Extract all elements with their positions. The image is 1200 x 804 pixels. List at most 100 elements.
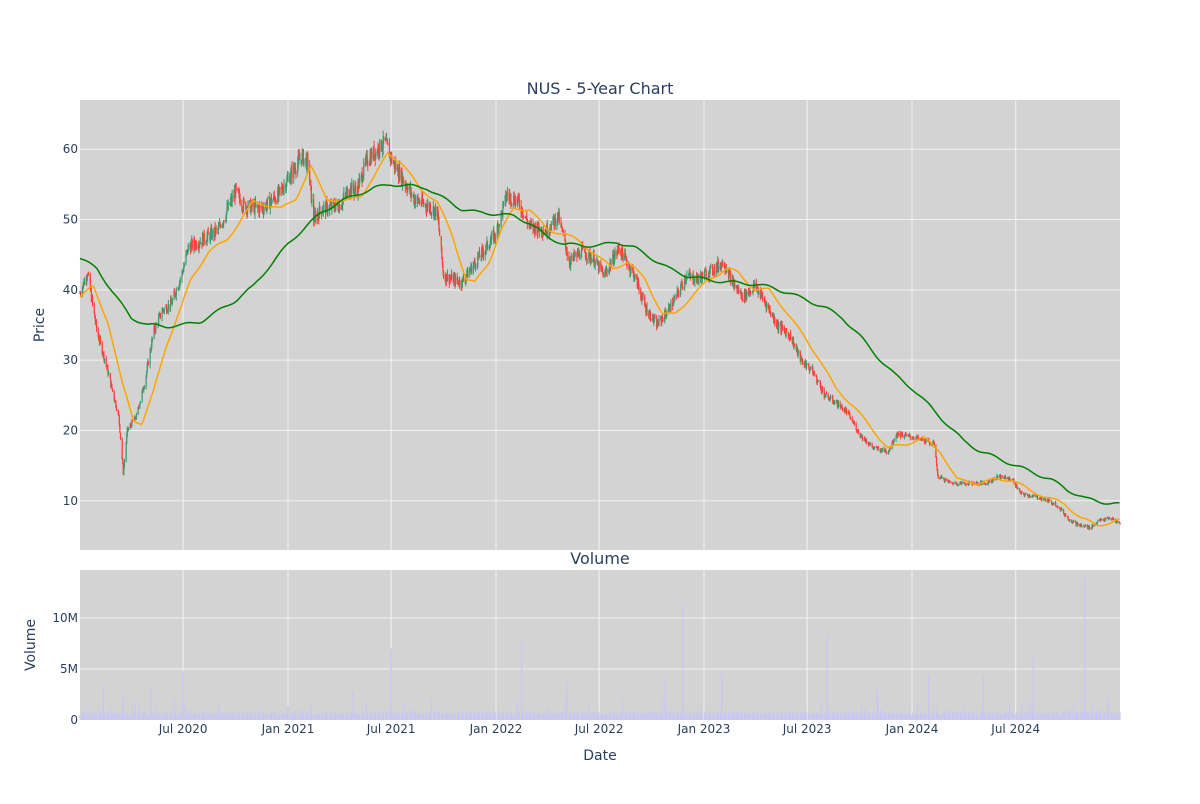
volume-spike-bar	[982, 676, 984, 720]
candle-body	[361, 172, 363, 182]
candle-body	[694, 276, 696, 283]
candle-body	[193, 239, 196, 246]
candle-body	[750, 291, 752, 293]
candle-body	[963, 482, 966, 484]
candle-body	[718, 266, 720, 270]
volume-bar	[382, 711, 384, 720]
volume-bar	[700, 713, 702, 720]
volume-bar	[461, 711, 463, 720]
volume-bar	[951, 716, 953, 720]
volume-bar	[1004, 712, 1006, 720]
volume-bar	[210, 714, 212, 720]
volume-bar	[952, 714, 954, 720]
volume-bar	[425, 716, 427, 720]
volume-bar	[845, 712, 847, 720]
volume-bar	[537, 715, 539, 720]
volume-bar	[290, 712, 292, 720]
volume-bar	[138, 701, 140, 720]
candle-body	[948, 481, 950, 483]
candle-body	[82, 286, 84, 292]
candle-body	[221, 224, 224, 227]
volume-bar	[692, 714, 694, 720]
candle-body	[441, 258, 444, 265]
candle-body	[845, 409, 847, 411]
volume-spike-bar	[826, 635, 828, 720]
candle-body	[693, 282, 695, 283]
candle-body	[509, 195, 511, 199]
volume-bar	[434, 712, 436, 720]
volume-bar	[327, 715, 329, 720]
volume-bar	[522, 711, 524, 720]
volume-bar	[783, 715, 785, 720]
candle-body	[402, 176, 404, 183]
candle-body	[767, 303, 769, 307]
volume-bar	[704, 713, 706, 720]
volume-bar	[588, 715, 590, 720]
volume-bar	[257, 711, 259, 720]
volume-bar	[701, 713, 703, 720]
volume-bar	[504, 715, 506, 720]
volume-bar	[837, 711, 839, 720]
candle-body	[87, 273, 89, 276]
volume-bar	[1000, 713, 1002, 720]
candle-body	[290, 170, 292, 179]
candle-body	[115, 407, 118, 410]
volume-bar	[558, 712, 560, 720]
volume-bar	[929, 714, 931, 720]
candle-body	[844, 409, 846, 413]
candle-body	[119, 424, 121, 433]
volume-bar	[817, 712, 819, 720]
volume-bar	[1068, 711, 1070, 720]
candle-body	[183, 266, 185, 272]
volume-bar	[369, 714, 371, 720]
candle-body	[653, 317, 656, 321]
candle-body	[964, 483, 967, 485]
volume-bar	[354, 713, 356, 720]
volume-bar	[1067, 711, 1069, 720]
volume-bar	[345, 713, 347, 720]
candle-body	[254, 202, 256, 213]
candle-body	[341, 205, 343, 206]
volume-bar	[777, 713, 779, 720]
volume-bar	[865, 714, 867, 720]
candle-body	[105, 358, 107, 366]
volume-bar	[489, 712, 491, 720]
candle-body	[852, 421, 854, 424]
volume-bar	[780, 711, 782, 720]
candle-body	[1067, 516, 1069, 520]
candle-body	[710, 265, 712, 267]
candle-body	[770, 312, 772, 316]
volume-x-tick-label: Jan 2022	[469, 722, 523, 736]
volume-bar	[1016, 714, 1018, 720]
volume-bar	[642, 712, 644, 720]
volume-bar	[1015, 714, 1017, 720]
candle-body	[123, 466, 125, 475]
volume-bar	[802, 714, 804, 720]
volume-bar	[987, 714, 989, 720]
volume-bar	[194, 712, 196, 720]
volume-bar	[979, 715, 981, 720]
volume-bar	[206, 716, 208, 720]
volume-bar	[731, 712, 733, 720]
volume-bar	[397, 715, 399, 720]
volume-bar	[1023, 713, 1025, 720]
candle-body	[593, 254, 595, 266]
candle-body	[781, 324, 783, 328]
candle-body	[669, 305, 671, 311]
candle-body	[366, 155, 368, 165]
volume-bar	[379, 713, 381, 720]
volume-bar	[285, 712, 287, 720]
volume-bar	[419, 713, 421, 720]
volume-bar	[584, 712, 586, 720]
volume-bar	[512, 714, 514, 720]
volume-bar	[788, 712, 790, 720]
volume-bar	[888, 714, 890, 720]
candle-body	[397, 167, 399, 177]
volume-bar	[89, 713, 91, 720]
candle-body	[1085, 525, 1087, 527]
volume-bar	[565, 711, 567, 720]
candle-body	[892, 441, 894, 445]
volume-bar	[251, 715, 253, 720]
volume-bar	[301, 714, 303, 720]
volume-bar	[865, 716, 867, 720]
